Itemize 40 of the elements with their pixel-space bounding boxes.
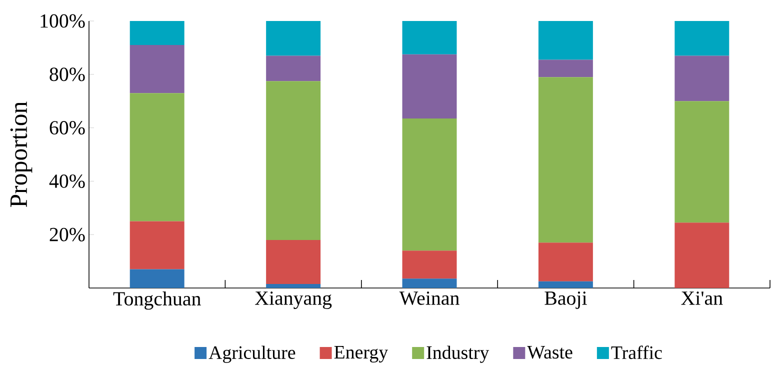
bar [674, 56, 730, 102]
bar [266, 284, 321, 288]
bar [538, 77, 593, 243]
bar [402, 54, 457, 118]
bar [130, 269, 184, 288]
legend-label: Agriculture [208, 346, 296, 363]
bar [402, 278, 457, 288]
bar [674, 101, 730, 223]
bar [130, 93, 184, 222]
x-tick-label: Xianyang [255, 292, 332, 310]
x-tick-label: Xi'an [681, 292, 723, 305]
bar [538, 60, 593, 78]
bar [538, 281, 593, 288]
bar [402, 118, 457, 251]
y-tick-label: 20% [50, 228, 85, 242]
bar [402, 20, 457, 54]
y-axis-title: Proportion [10, 102, 32, 208]
bar [130, 221, 184, 270]
bar [538, 242, 593, 282]
bar [266, 81, 321, 240]
legend-label: Traffic [611, 346, 662, 360]
x-tick-label: Tongchuan [113, 292, 201, 310]
legend-label: Industry [426, 346, 490, 363]
bar [674, 20, 730, 56]
bar [130, 20, 184, 46]
legend-label: Waste [527, 346, 572, 359]
bar [402, 250, 457, 279]
bar [266, 20, 321, 56]
bar [266, 240, 321, 284]
y-tick-label: 60% [50, 121, 85, 135]
legend-label: Energy [334, 346, 388, 363]
bar [130, 45, 184, 94]
y-tick-label: 40% [49, 174, 85, 188]
y-tick-label: 100% [40, 14, 85, 28]
x-tick-label: Baoji [544, 292, 587, 309]
bar [538, 20, 593, 60]
bar [674, 222, 730, 288]
y-tick-label: 80% [50, 68, 85, 82]
x-tick-label: Weinan [399, 292, 460, 306]
bar [266, 56, 321, 82]
